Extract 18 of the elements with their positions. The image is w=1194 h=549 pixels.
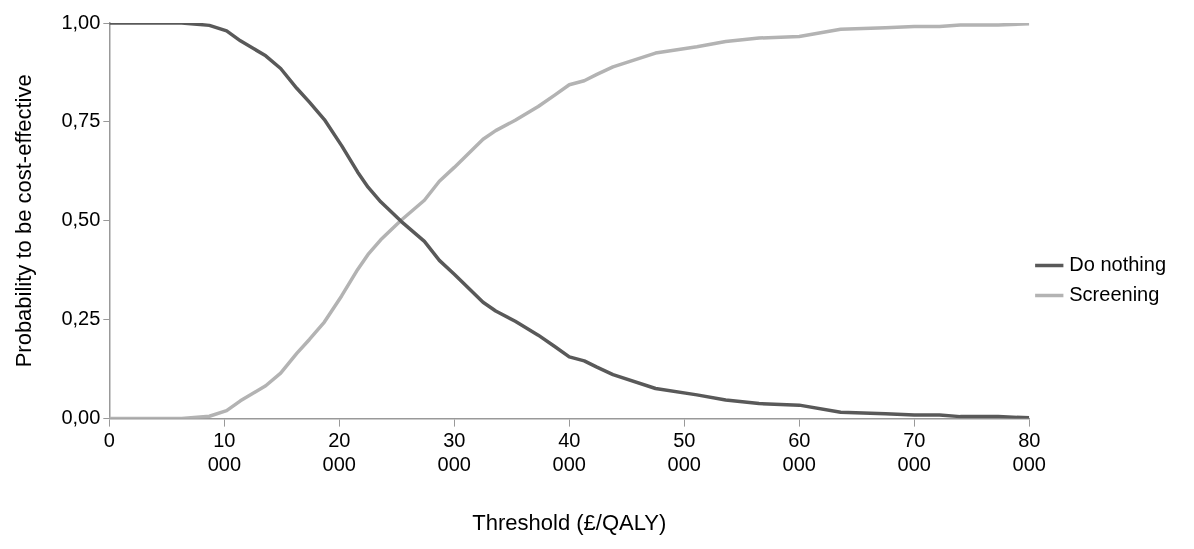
x-axis-title: Threshold (£/QALY) xyxy=(472,509,667,535)
y-tick-label: 0,75 xyxy=(61,109,101,132)
y-tick-label: 0,50 xyxy=(61,208,101,231)
x-tick-label: 30 000 xyxy=(437,429,471,476)
x-tick-label: 80 000 xyxy=(1012,429,1046,476)
x-tick-label: 10 000 xyxy=(207,429,242,476)
y-tick-label: 1,00 xyxy=(61,10,101,33)
x-tick-label: 40 000 xyxy=(552,429,586,476)
x-tick-label: 60 000 xyxy=(782,429,816,476)
legend-label: Screening xyxy=(1069,283,1160,306)
y-tick-label: 0,00 xyxy=(61,406,101,429)
x-tick-label: 0 xyxy=(103,429,115,452)
y-axis-title: Probability to be cost-effective xyxy=(11,74,37,368)
y-tick-label: 0,25 xyxy=(61,307,101,330)
x-tick-label: 70 000 xyxy=(897,429,931,476)
x-tick-label: 20 000 xyxy=(322,429,356,476)
x-tick-label: 50 000 xyxy=(667,429,701,476)
legend-label: Do nothing xyxy=(1069,253,1167,276)
